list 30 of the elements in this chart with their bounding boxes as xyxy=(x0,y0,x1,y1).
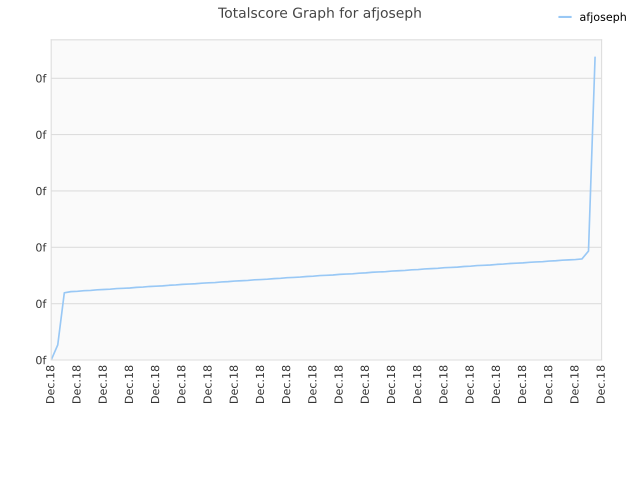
x-tick-label: Dec.18 xyxy=(360,366,369,403)
x-tick-label: Dec.18 xyxy=(308,366,317,403)
x-tick-label: Dec.18 xyxy=(439,366,448,403)
x-tick-label: Dec.18 xyxy=(229,366,238,403)
legend-label: afjoseph xyxy=(580,12,626,24)
x-tick-label: Dec.18 xyxy=(544,366,552,403)
text: 0f xyxy=(36,299,47,308)
x-tick-label: Dec.18 xyxy=(72,366,81,403)
x-tick-label: Dec.18 xyxy=(282,366,290,403)
x-tick-label: Dec.18 xyxy=(98,366,107,403)
x-tick-label: Dec.18 xyxy=(386,366,396,403)
text: 0f xyxy=(36,356,47,364)
x-tick-label: Dec.18 xyxy=(150,366,160,403)
x-tick-label: Dec.18 xyxy=(570,366,579,403)
x-tick-label: Dec.18 xyxy=(177,366,186,403)
x-tick-label: Dec.18 xyxy=(492,366,500,403)
text: 0f xyxy=(36,130,47,139)
x-tick-label: Dec.18 xyxy=(596,366,605,403)
text: 0f xyxy=(36,74,47,83)
x-tick-label: Dec.18 xyxy=(46,366,54,403)
x-tick-label: Dec.18 xyxy=(124,366,134,403)
text: 0f xyxy=(36,243,47,252)
x-tick-label: Dec.18 xyxy=(256,366,264,403)
x-tick-label: Dec.18 xyxy=(518,366,526,403)
x-tick-label: Dec.18 xyxy=(412,366,422,403)
text: 0f xyxy=(36,186,47,196)
x-tick-label: Dec.18 xyxy=(465,366,474,403)
x-tick-label: Dec.18 xyxy=(203,366,212,403)
chart-title: Totalscore Graph for afjoseph xyxy=(218,7,421,21)
x-tick-label: Dec.18 xyxy=(334,366,343,403)
